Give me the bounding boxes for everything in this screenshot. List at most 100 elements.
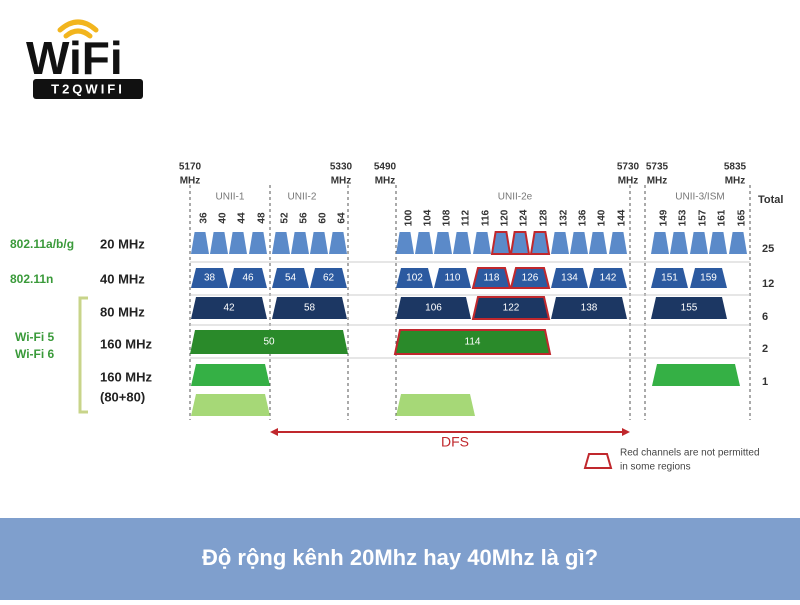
channel-20 — [729, 232, 747, 254]
channel-number: 120 — [500, 209, 511, 226]
band-label: UNII-1 — [216, 192, 245, 203]
channel-40 — [310, 268, 347, 288]
channel-20 — [570, 232, 588, 254]
channel-label: 142 — [600, 273, 617, 284]
channel-label: 62 — [323, 273, 335, 284]
channel-80-80 — [191, 394, 270, 416]
channel-number: 100 — [404, 209, 415, 226]
channel-20 — [415, 232, 433, 254]
channel-20 — [310, 232, 328, 254]
channel-80-80 — [652, 364, 740, 386]
row-total: 2 — [762, 343, 768, 355]
channel-label: 114 — [465, 337, 481, 348]
channel-80 — [272, 297, 347, 319]
channel-20 — [509, 231, 531, 255]
channel-40 — [191, 268, 228, 288]
channel-label: 151 — [661, 273, 678, 284]
band-label: UNII-3/ISM — [675, 192, 724, 203]
total-header: Total — [758, 194, 783, 206]
channel-label: 134 — [561, 273, 578, 284]
channel-20 — [329, 232, 347, 254]
channel-20 — [229, 232, 247, 254]
channel-label: 50 — [263, 337, 275, 348]
row-label: 20 MHz — [100, 236, 145, 251]
freq-unit: MHz — [375, 176, 396, 187]
channel-number: 153 — [678, 209, 689, 226]
channel-label: 122 — [503, 303, 520, 314]
channel-20 — [396, 232, 414, 254]
channel-40 — [551, 268, 588, 288]
channel-20 — [551, 232, 569, 254]
freq-unit: MHz — [180, 176, 201, 187]
band-label: UNII-2 — [288, 192, 317, 203]
standard-label: Wi-Fi 5 — [15, 330, 55, 344]
channel-label: 138 — [581, 303, 598, 314]
channel-number: 140 — [597, 209, 608, 226]
freq-label: 5330 — [330, 162, 353, 173]
channel-40 — [396, 268, 433, 288]
channel-80-80 — [191, 364, 270, 386]
channel-label: 106 — [425, 303, 442, 314]
channel-label: 159 — [700, 273, 717, 284]
channel-number: 136 — [578, 209, 589, 226]
footer-bar — [0, 518, 800, 600]
channel-label: 54 — [285, 273, 297, 284]
band-label: UNII-2e — [498, 192, 533, 203]
channel-number: 165 — [737, 209, 748, 226]
standard-label: 802.11n — [10, 272, 53, 286]
standard-label: 802.11a/b/g — [10, 237, 74, 251]
channel-number: 157 — [698, 209, 709, 226]
channel-number: 144 — [617, 209, 628, 226]
row-total: 25 — [762, 243, 774, 255]
channel-number: 52 — [280, 212, 291, 224]
channel-number: 36 — [199, 212, 210, 224]
freq-unit: MHz — [725, 176, 746, 187]
channel-label: 46 — [242, 273, 254, 284]
channel-20 — [589, 232, 607, 254]
freq-label: 5730 — [617, 162, 640, 173]
channel-40 — [471, 267, 512, 289]
freq-label: 5170 — [179, 162, 202, 173]
freq-label: 5735 — [646, 162, 669, 173]
channel-20 — [434, 232, 452, 254]
row-label: 160 MHz — [100, 369, 153, 384]
channel-160 — [393, 329, 552, 355]
standard-label: Wi-Fi 6 — [15, 347, 55, 361]
row-total: 12 — [762, 278, 774, 290]
channel-number: 60 — [318, 212, 329, 224]
channel-40 — [690, 268, 727, 288]
channel-20 — [191, 232, 209, 254]
channel-label: 118 — [484, 273, 500, 284]
channel-label: 102 — [406, 273, 423, 284]
logo-word: WiFi — [26, 32, 123, 84]
channel-40 — [272, 268, 309, 288]
dfs-label: DFS — [441, 434, 469, 450]
logo-badge — [33, 79, 143, 99]
channel-number: 124 — [519, 209, 530, 226]
channel-number: 104 — [423, 209, 434, 226]
channel-20 — [690, 232, 708, 254]
channel-number: 116 — [481, 209, 492, 226]
channel-40 — [229, 268, 267, 288]
channel-20 — [529, 231, 551, 255]
legend-swatch — [583, 453, 613, 469]
channel-40 — [509, 267, 551, 289]
channel-40 — [434, 268, 471, 288]
freq-label: 5835 — [724, 162, 747, 173]
channel-80 — [651, 297, 727, 319]
channel-label: 126 — [522, 273, 539, 284]
channel-label: 42 — [223, 303, 235, 314]
channel-label: 155 — [681, 303, 698, 314]
legend-text: in some regions — [620, 462, 691, 473]
channel-number: 48 — [257, 212, 268, 224]
channel-40 — [589, 268, 627, 288]
channel-number: 132 — [559, 209, 570, 226]
channel-20 — [291, 232, 309, 254]
channel-80 — [191, 297, 267, 319]
channel-80 — [551, 297, 627, 319]
freq-label: 5490 — [374, 162, 397, 173]
channel-80 — [396, 297, 471, 319]
channel-number: 149 — [659, 209, 670, 226]
channel-80-80 — [396, 394, 475, 416]
